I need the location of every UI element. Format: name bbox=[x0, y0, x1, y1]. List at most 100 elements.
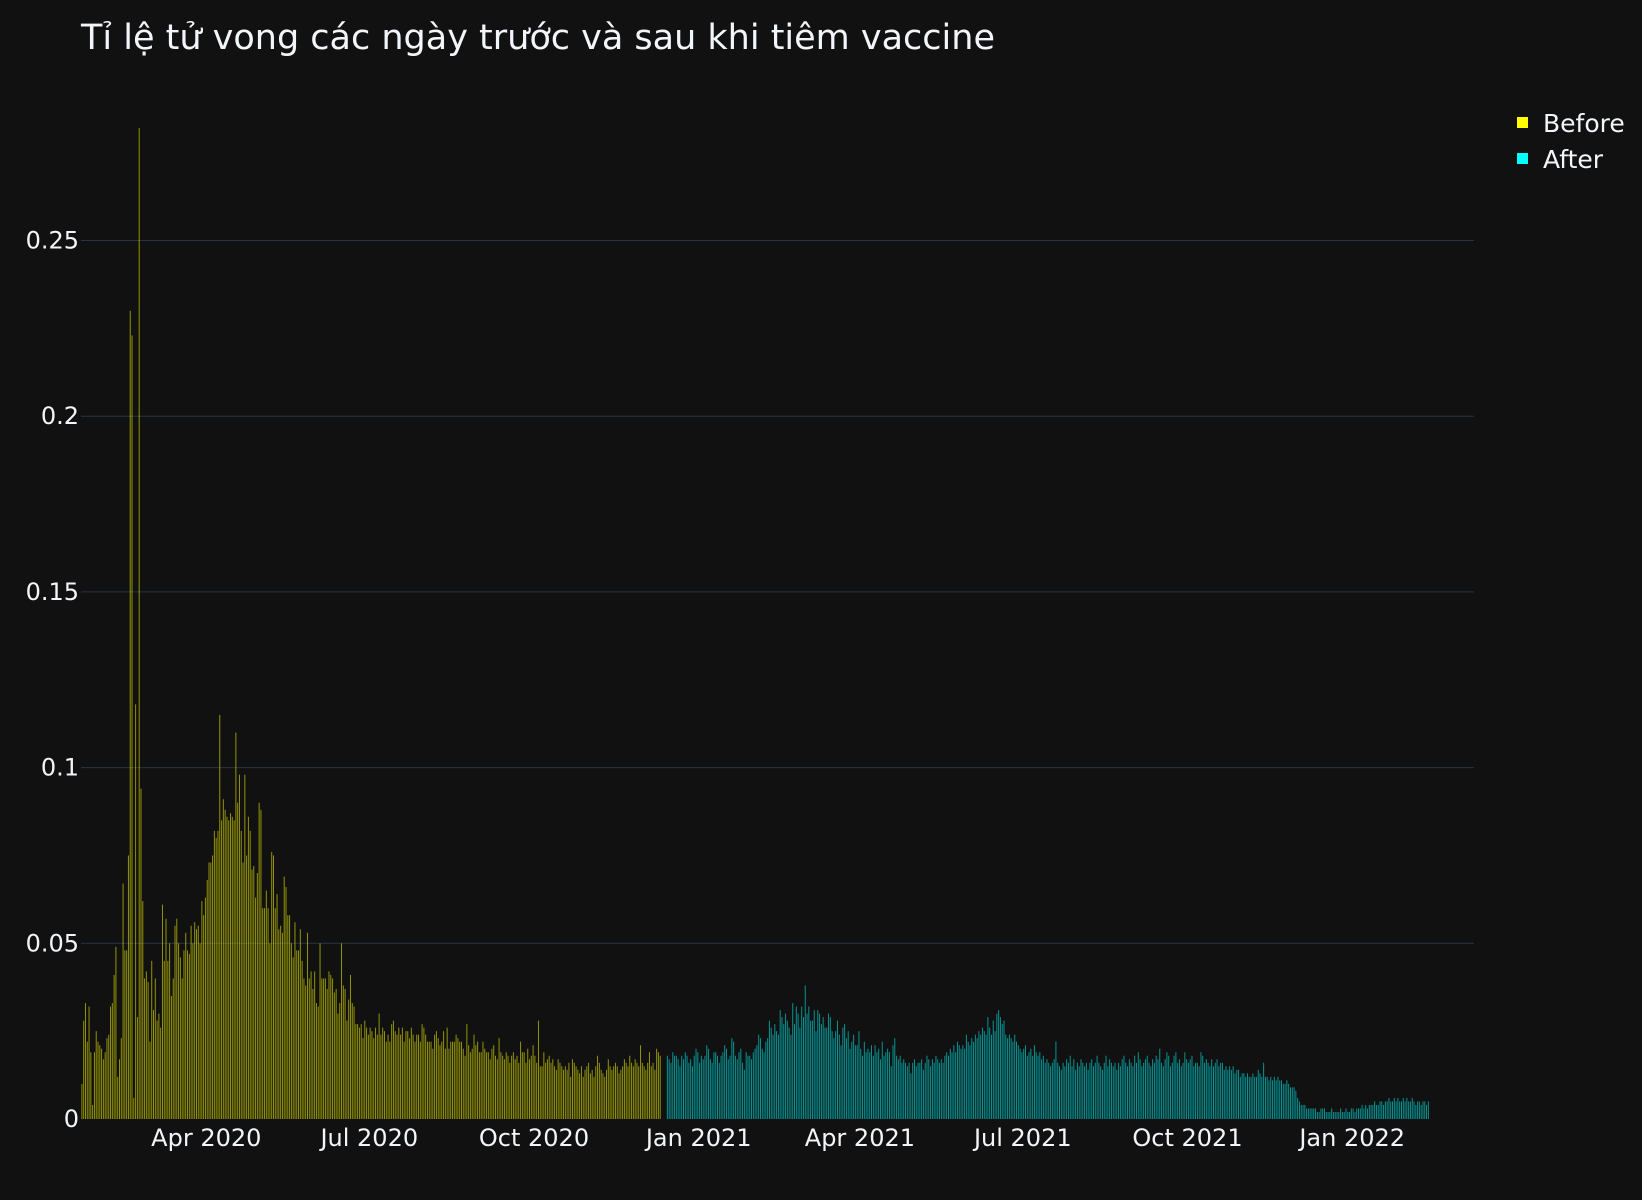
legend-item-after[interactable]: After bbox=[1517, 145, 1604, 174]
bar bbox=[976, 1038, 978, 1119]
bar bbox=[1273, 1076, 1275, 1119]
bar bbox=[176, 918, 178, 1119]
bar bbox=[511, 1055, 513, 1119]
bar bbox=[1225, 1066, 1227, 1119]
bar bbox=[1094, 1062, 1096, 1119]
bar bbox=[342, 985, 344, 1119]
bar bbox=[1089, 1062, 1091, 1119]
bar bbox=[102, 1059, 104, 1119]
bar bbox=[341, 943, 343, 1119]
bar bbox=[1080, 1059, 1082, 1119]
bar bbox=[702, 1059, 704, 1119]
bar bbox=[269, 943, 271, 1119]
bar bbox=[1307, 1108, 1309, 1119]
bar bbox=[935, 1055, 937, 1119]
bar bbox=[1118, 1062, 1120, 1119]
bar bbox=[790, 1034, 792, 1119]
bar bbox=[815, 1031, 817, 1119]
bar bbox=[149, 1041, 151, 1119]
bar bbox=[1116, 1069, 1118, 1119]
bar bbox=[86, 1041, 88, 1119]
bar bbox=[468, 1045, 470, 1119]
bar bbox=[426, 1041, 428, 1119]
bar bbox=[529, 1059, 531, 1119]
bar bbox=[387, 1034, 389, 1119]
bar bbox=[858, 1031, 860, 1119]
bar bbox=[434, 1034, 436, 1119]
bar bbox=[1323, 1108, 1325, 1119]
bar bbox=[246, 855, 248, 1119]
bar bbox=[111, 1003, 113, 1119]
bar bbox=[1413, 1101, 1415, 1119]
bar bbox=[1216, 1059, 1218, 1119]
bar bbox=[138, 128, 140, 1120]
bar bbox=[154, 978, 156, 1119]
bar bbox=[244, 774, 246, 1119]
bar bbox=[862, 1055, 864, 1119]
bar bbox=[1418, 1101, 1420, 1119]
bar bbox=[142, 901, 144, 1119]
legend-item-before[interactable]: Before bbox=[1517, 109, 1625, 138]
bar bbox=[724, 1045, 726, 1119]
bar bbox=[119, 1059, 120, 1119]
bar bbox=[711, 1062, 713, 1119]
bar bbox=[917, 1062, 919, 1119]
x-tick-label: Jul 2020 bbox=[318, 1124, 418, 1152]
bar bbox=[983, 1031, 985, 1119]
bar bbox=[881, 1041, 883, 1119]
bar bbox=[310, 971, 312, 1119]
bar bbox=[127, 855, 129, 1119]
bar bbox=[487, 1052, 489, 1119]
bar bbox=[104, 1052, 106, 1119]
bar bbox=[380, 1034, 382, 1119]
bar bbox=[371, 1031, 373, 1119]
bar bbox=[1139, 1059, 1141, 1119]
bar bbox=[496, 1059, 498, 1119]
bar bbox=[348, 999, 350, 1119]
bar bbox=[251, 869, 253, 1119]
bar bbox=[1230, 1069, 1232, 1119]
bar bbox=[847, 1031, 849, 1119]
bar bbox=[1331, 1108, 1333, 1119]
bar bbox=[747, 1055, 749, 1119]
bar bbox=[829, 1017, 831, 1119]
bar bbox=[530, 1055, 532, 1119]
bar bbox=[844, 1024, 846, 1119]
bar bbox=[999, 1017, 1001, 1119]
bar bbox=[373, 1038, 375, 1119]
bar bbox=[1315, 1108, 1317, 1119]
bar bbox=[697, 1052, 699, 1119]
bar bbox=[459, 1041, 461, 1119]
bar bbox=[1255, 1076, 1257, 1119]
bar bbox=[1064, 1066, 1066, 1119]
bar bbox=[629, 1055, 631, 1119]
bar bbox=[806, 1013, 808, 1119]
bar bbox=[1066, 1059, 1068, 1119]
series-after bbox=[666, 985, 1429, 1119]
bar bbox=[552, 1059, 554, 1119]
bar bbox=[90, 1052, 92, 1119]
bar bbox=[179, 957, 181, 1119]
bar bbox=[675, 1055, 677, 1119]
bar bbox=[335, 988, 337, 1119]
bar bbox=[1384, 1101, 1386, 1119]
bar bbox=[1212, 1066, 1214, 1119]
bar bbox=[181, 978, 183, 1119]
bar bbox=[1067, 1062, 1069, 1119]
bar bbox=[851, 1041, 853, 1119]
bar bbox=[195, 929, 197, 1119]
bar bbox=[1134, 1055, 1136, 1119]
bar bbox=[1105, 1055, 1107, 1119]
bar bbox=[294, 922, 296, 1119]
bar bbox=[392, 1020, 394, 1119]
bar bbox=[749, 1055, 751, 1119]
bar bbox=[1017, 1045, 1019, 1119]
bar bbox=[435, 1031, 437, 1119]
bar bbox=[512, 1052, 514, 1119]
bar bbox=[1386, 1101, 1388, 1119]
bar bbox=[869, 1052, 871, 1119]
bar bbox=[264, 908, 266, 1119]
bar bbox=[677, 1059, 679, 1119]
legend: Before After bbox=[1517, 109, 1625, 174]
